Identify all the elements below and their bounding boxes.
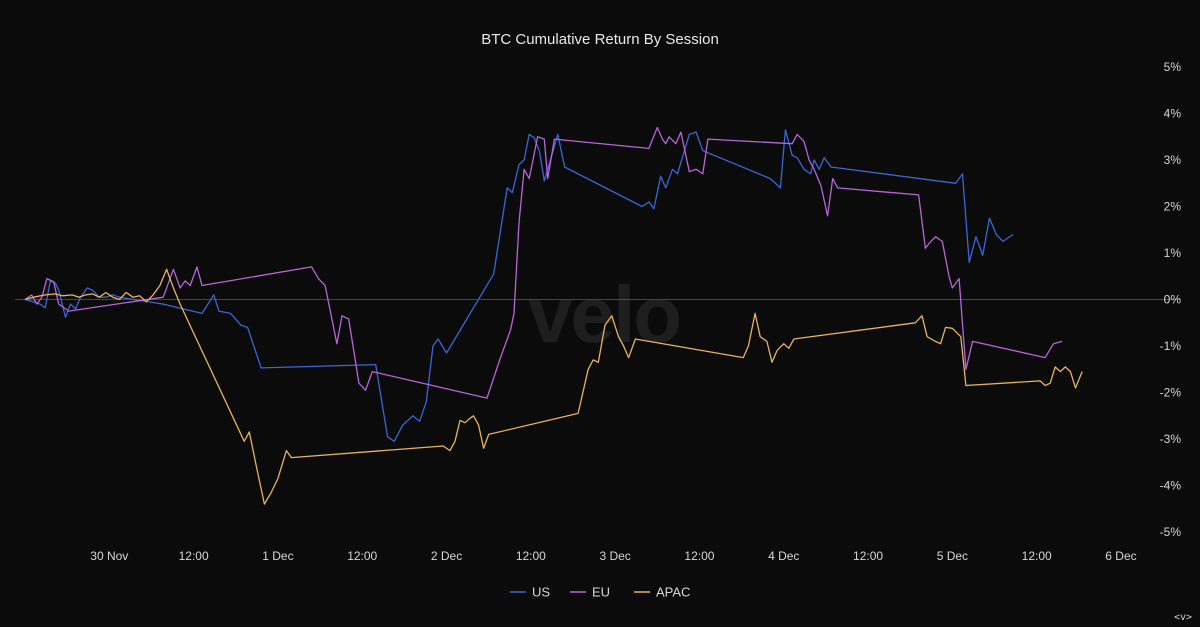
- series-line-apac: [24, 268, 1083, 505]
- chart-title: BTC Cumulative Return By Session: [481, 31, 719, 48]
- y-tick-label: -2%: [1160, 386, 1182, 400]
- x-tick-label: 12:00: [179, 549, 209, 563]
- y-tick-label: 1%: [1164, 246, 1182, 260]
- y-tick-label: 4%: [1164, 107, 1182, 121]
- x-tick-label: 5 Dec: [937, 549, 968, 563]
- y-tick-label: -1%: [1160, 339, 1182, 353]
- y-tick-label: 0%: [1164, 293, 1182, 307]
- legend-item-apac[interactable]: APAC: [634, 585, 690, 600]
- series-lines: [24, 126, 1083, 505]
- x-tick-label: 2 Dec: [431, 549, 462, 563]
- x-tick-label: 6 Dec: [1105, 549, 1136, 563]
- x-tick-label: 3 Dec: [599, 549, 630, 563]
- x-axis-ticks: 30 Nov 12:00 1 Dec 12:00 2 Dec 12:00 3 Dec 12:0…: [90, 549, 1136, 563]
- footer-nav-mark[interactable]: <v>: [1173, 612, 1192, 623]
- legend: US EU APAC: [510, 585, 690, 600]
- legend-label: APAC: [656, 585, 690, 600]
- x-tick-label: 12:00: [347, 549, 377, 563]
- x-tick-label: 12:00: [516, 549, 546, 563]
- x-tick-label: 4 Dec: [768, 549, 799, 563]
- legend-label: US: [532, 585, 550, 600]
- series-line-eu: [24, 126, 1063, 399]
- x-tick-label: 30 Nov: [90, 549, 128, 563]
- x-tick-label: 12:00: [1022, 549, 1052, 563]
- watermark: velo: [528, 270, 680, 359]
- y-tick-label: 5%: [1164, 60, 1182, 74]
- y-tick-label: 2%: [1164, 200, 1182, 214]
- y-tick-label: 3%: [1164, 153, 1182, 167]
- y-axis-ticks: 5% 4% 3% 2% 1% 0% -1% -2% -3% -4% -5%: [1160, 60, 1182, 539]
- y-tick-label: -5%: [1160, 525, 1182, 539]
- x-tick-label: 1 Dec: [262, 549, 293, 563]
- legend-label: EU: [592, 585, 610, 600]
- x-tick-label: 12:00: [853, 549, 883, 563]
- y-tick-label: -4%: [1160, 479, 1182, 493]
- legend-item-us[interactable]: US: [510, 585, 550, 600]
- x-tick-label: 12:00: [684, 549, 714, 563]
- series-line-us: [24, 129, 1014, 442]
- y-tick-label: -3%: [1160, 432, 1182, 446]
- legend-item-eu[interactable]: EU: [570, 585, 610, 600]
